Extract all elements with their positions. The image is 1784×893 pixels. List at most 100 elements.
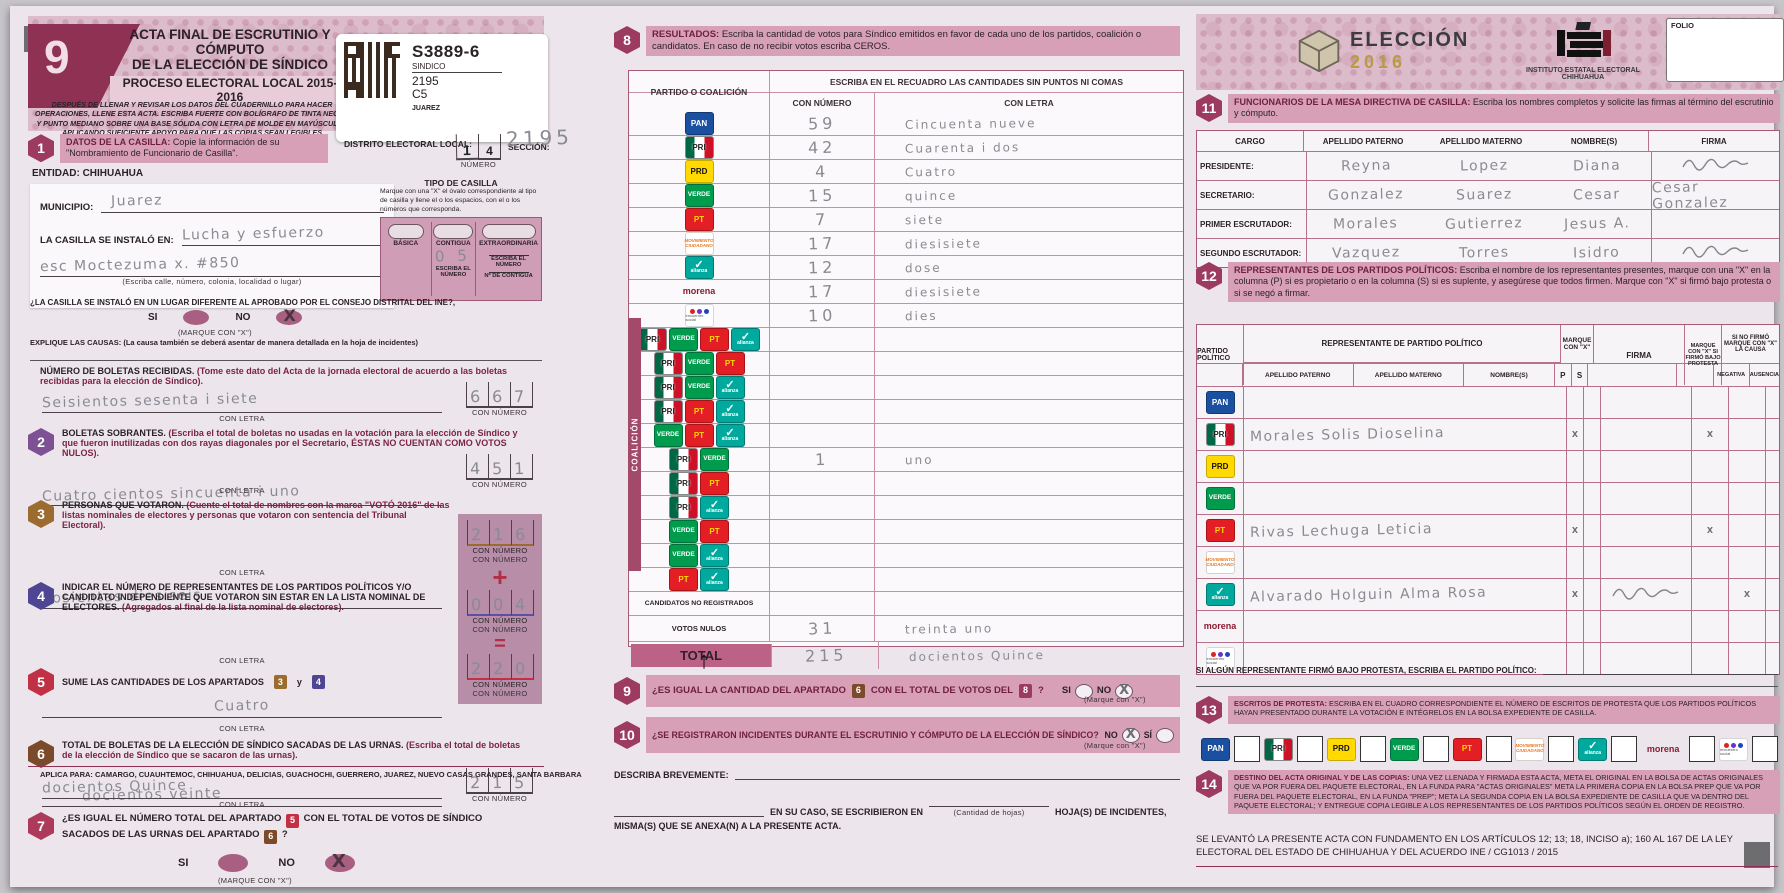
- s9-no-oval[interactable]: X: [1115, 683, 1134, 699]
- coalition-row: PRI ✓ alianza: [629, 495, 1183, 519]
- coalition-row: PRI VERDE PT ✓ alianza: [629, 327, 1183, 351]
- protesta-count-box[interactable]: [1296, 736, 1323, 762]
- pt-logo: PT: [700, 520, 729, 543]
- representative-row: PT Rivas Lechuga Leticia X X: [1197, 514, 1779, 546]
- s12-text: Escriba el nombre de los representantes …: [1234, 265, 1772, 298]
- s1-marque: (MARQUE CON "X"): [178, 328, 252, 337]
- protesta-label: SI ALGÚN REPRESENTANTE FIRMÓ BAJO PROTES…: [1196, 666, 1537, 675]
- cargo-label: SEGUNDO ESCRUTADOR:: [1200, 248, 1302, 258]
- col-rep-nombres: NOMBRE(S): [1464, 364, 1556, 386]
- protesta-count-box[interactable]: [1611, 736, 1638, 762]
- votes-number: 12: [807, 257, 837, 278]
- s1-no-oval[interactable]: X: [276, 306, 303, 325]
- coalicion-label: COALICIÓN: [630, 417, 640, 472]
- s10-si-oval[interactable]: [1156, 727, 1174, 743]
- s9-si-label: SI: [1061, 685, 1071, 697]
- votos-nulos-row: VOTOS NULOS 31 treinta uno: [629, 615, 1183, 641]
- s1-si-oval[interactable]: [183, 310, 210, 325]
- s7-si-oval[interactable]: [218, 854, 249, 872]
- mc-logo: MOVIMIENTO CIUDADANO: [684, 232, 714, 255]
- s3-numero: 2 1 6 CON NÚMERO: [466, 520, 534, 555]
- s3-note: (Cuente el total de nombres con la marca…: [62, 500, 450, 530]
- protesta-count-box[interactable]: [1752, 736, 1778, 762]
- tipo-casilla: TIPO DE CASILLA Marque con una "X" el óv…: [380, 178, 542, 302]
- protesta-mark: X: [1706, 526, 1714, 535]
- s3-badge: 3: [28, 500, 54, 528]
- boletas-label: NÚMERO DE BOLETAS RECIBIDAS. (Tome este …: [40, 366, 540, 386]
- s2-numero: 4 5 1 CON NÚMERO: [466, 454, 533, 489]
- votes-number-cell: 59: [770, 112, 875, 135]
- s10-q: ¿SE REGISTRARON INCIDENTES DURANTE EL ES…: [652, 729, 1099, 740]
- party-row: PAN 59 Cincuenta nueve: [629, 112, 1183, 135]
- party-cell: PAN: [629, 112, 770, 135]
- coalicion-band: COALICIÓN: [628, 318, 641, 571]
- s5-badge: 5: [28, 668, 54, 696]
- cube-icon: [1298, 29, 1340, 73]
- votes-letter-cell: [875, 496, 1183, 519]
- right-column: ELECCIÓN 2016 INSTITUTO ESTATAL ELECTORA…: [1196, 14, 1784, 882]
- votes-letter: siete: [904, 212, 945, 227]
- tipo-title: TIPO DE CASILLA: [424, 178, 498, 188]
- party-cell: VERDE PT ✓ alianza: [629, 424, 770, 447]
- basica-oval[interactable]: [387, 223, 424, 239]
- b-dot-icon: [1224, 652, 1230, 657]
- si-label: SI: [148, 312, 158, 323]
- p-dot-icon: [696, 309, 702, 314]
- plus-sign: +: [492, 561, 508, 592]
- s4-letra-field: Cuatro: [42, 697, 442, 718]
- pt-logo: PT: [700, 472, 729, 495]
- protesta-count-box[interactable]: [1485, 736, 1512, 762]
- s10-no-label: NO: [1104, 729, 1118, 740]
- votes-number: 1: [814, 449, 830, 470]
- instalada-label: LA CASILLA SE INSTALÓ EN:: [40, 235, 174, 246]
- protesta-logo-group: encuentro social: [1718, 736, 1778, 762]
- folio-box: FOLIO: [1666, 18, 1784, 82]
- describa-line2[interactable]: [614, 802, 764, 817]
- votes-letter: Cuatro: [904, 164, 958, 179]
- iee-state: CHIHUAHUA: [1561, 74, 1605, 81]
- middle-column: 8 RESULTADOS: Escriba la cantidad de vot…: [614, 20, 1186, 831]
- s9-si-oval[interactable]: [1074, 683, 1093, 699]
- con-numero-caption: CON NÚMERO: [471, 794, 528, 803]
- folio-label: FOLIO: [1671, 21, 1694, 30]
- party-row: PRD 4 Cuatro: [629, 159, 1183, 183]
- protesta-count-box[interactable]: [1548, 736, 1575, 762]
- distrito-digit: 4: [478, 134, 501, 160]
- distrito-digit: 1: [455, 133, 479, 161]
- con-numero-caption5: CON NÚMERO: [472, 688, 528, 698]
- numero-caption: NÚMERO: [460, 160, 497, 169]
- s7-no-oval[interactable]: X: [324, 851, 355, 872]
- s10-badge: 10: [614, 721, 640, 749]
- divider: [30, 360, 542, 361]
- check-icon: ✓: [1588, 740, 1598, 753]
- total-number: 215: [804, 645, 848, 666]
- protesta-count-box[interactable]: [1689, 736, 1716, 762]
- iee-logo: INSTITUTO ESTATAL ELECTORAL CHIHUAHUA: [1526, 22, 1640, 81]
- party-cell: PRI VERDE PT: [629, 352, 770, 375]
- votes-number-cell: [770, 376, 875, 399]
- s10-no-oval[interactable]: X: [1121, 727, 1140, 743]
- pt-logo: PT: [1452, 737, 1482, 761]
- protesta-field[interactable]: [1542, 662, 1778, 675]
- alianza-logo: ✓ alianza: [684, 256, 714, 279]
- s7-badge: 7: [28, 812, 54, 840]
- votes-number: 59: [807, 113, 837, 134]
- protesta-count-box[interactable]: [1234, 736, 1260, 762]
- s5-title: SUME LAS CANTIDADES DE LOS APARTADOS: [62, 677, 264, 687]
- extraordinaria-oval[interactable]: [481, 223, 536, 239]
- rep-name: Morales Solis Dioselina: [1249, 424, 1446, 445]
- s9: 9 ¿ES IGUAL LA CANTIDAD DEL APARTADO 6 C…: [614, 675, 1180, 707]
- entidad-label: ENTIDAD:: [32, 168, 80, 179]
- hojas-line[interactable]: [929, 792, 1050, 807]
- describa-line[interactable]: [734, 765, 1180, 780]
- no-contigua-caption: Nº DE CONTIGUA: [484, 273, 533, 280]
- alianza-logo: ✓ alianza: [715, 400, 745, 423]
- protesta-count-box[interactable]: [1359, 736, 1386, 762]
- protesta-count-box[interactable]: [1422, 736, 1449, 762]
- s13-text: ESCRIBA EN EL CUADRO CORRESPONDIENTE EL …: [1234, 699, 1757, 718]
- contigua-oval[interactable]: [433, 223, 474, 239]
- p-mark: X: [1571, 430, 1579, 439]
- no-registrados-row: CANDIDATOS NO REGISTRADOS: [629, 591, 1183, 615]
- coalition-row: PT ✓ alianza: [629, 567, 1183, 591]
- votes-letter-cell: [875, 520, 1183, 543]
